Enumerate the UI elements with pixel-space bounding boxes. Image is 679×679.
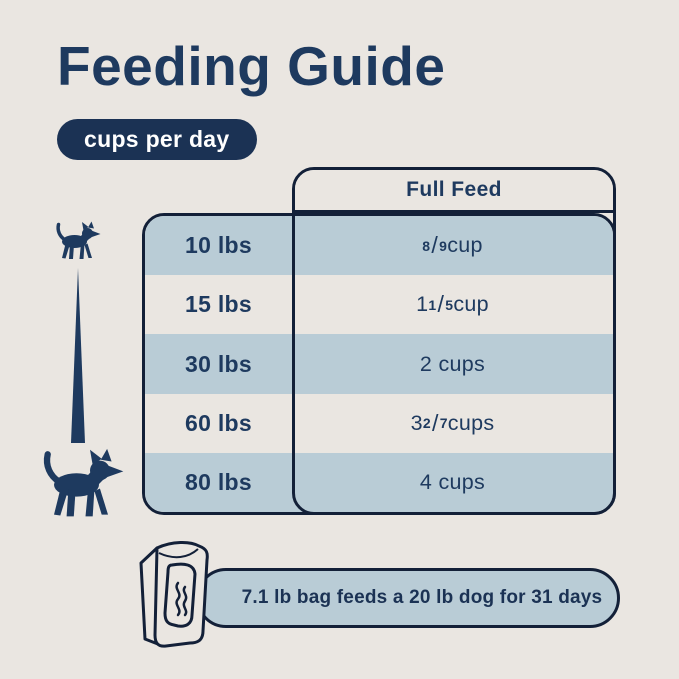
table-row: 60 lbs 3 2/7 cups bbox=[145, 393, 613, 453]
steam-swirl-icon bbox=[175, 581, 188, 617]
weight-cell: 15 lbs bbox=[184, 291, 252, 318]
table-row: 10 lbs 8/9 cup bbox=[145, 216, 613, 276]
column-header-label: Full Feed bbox=[406, 178, 502, 201]
size-scale-wedge bbox=[71, 268, 85, 443]
table-row: 30 lbs 2 cups bbox=[145, 334, 613, 394]
table-row: 15 lbs 1 1/5 cup bbox=[145, 275, 613, 335]
column-header: Full Feed bbox=[295, 170, 613, 213]
bag-info-text: 7.1 lb bag feeds a 20 lb dog for 31 days bbox=[241, 587, 603, 608]
weight-cell: 30 lbs bbox=[184, 350, 252, 377]
units-badge-label: cups per day bbox=[84, 126, 230, 152]
units-badge: cups per day bbox=[57, 119, 257, 160]
serving-cell: 3 2/7 cups bbox=[410, 409, 495, 436]
small-dog-icon bbox=[56, 221, 101, 259]
table-row: 80 lbs 4 cups bbox=[145, 452, 613, 512]
large-dog-icon bbox=[43, 448, 124, 517]
serving-cell: 8/9 cup bbox=[422, 232, 483, 259]
weight-cell: 10 lbs bbox=[184, 232, 252, 259]
serving-cell: 2 cups bbox=[419, 351, 486, 376]
page-title: Feeding Guide bbox=[57, 35, 446, 97]
bag-info-banner: 7.1 lb bag feeds a 20 lb dog for 31 days bbox=[196, 568, 620, 628]
serving-cell: 1 1/5 cup bbox=[416, 291, 489, 318]
weight-cell: 80 lbs bbox=[184, 468, 252, 495]
weight-cell: 60 lbs bbox=[184, 409, 252, 436]
dog-food-bag-icon bbox=[139, 541, 209, 648]
feeding-table: 10 lbs 8/9 cup 15 lbs 1 1/5 cup 30 lbs 2 cups… bbox=[142, 213, 616, 515]
serving-cell: 4 cups bbox=[419, 469, 486, 494]
